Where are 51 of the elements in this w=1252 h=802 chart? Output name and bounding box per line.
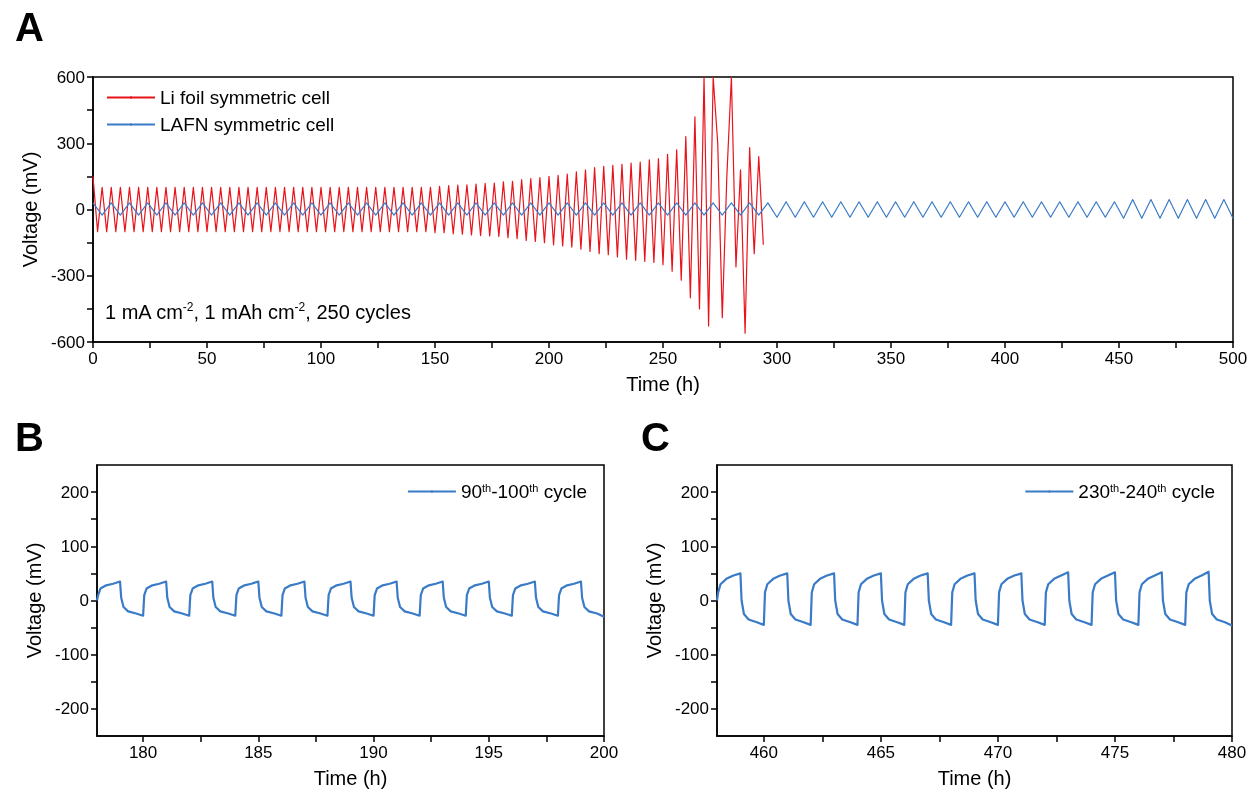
x-tick-label: 50 bbox=[197, 349, 217, 368]
x-tick-label: 465 bbox=[866, 743, 896, 762]
chart-title: A bbox=[15, 5, 44, 49]
y-tick-label: -300 bbox=[50, 266, 85, 286]
x-tick-label: 195 bbox=[474, 743, 503, 762]
y-tick-label: 0 bbox=[699, 591, 709, 610]
x-tick-label: 350 bbox=[876, 349, 906, 368]
y-tick-label: 600 bbox=[56, 67, 85, 87]
line-series bbox=[715, 570, 1234, 627]
annotation: 1 mA cm$^{-2}$, 1 mAh cm$^{-2}$, 250 cycles bbox=[105, 300, 411, 324]
x-tick-label: 250 bbox=[648, 349, 678, 368]
y-tick-label: 0 bbox=[79, 591, 89, 610]
y-axis-title: Voltage (mV) bbox=[23, 542, 46, 659]
chart-title: C bbox=[641, 415, 670, 459]
y-tick-label: -100 bbox=[54, 645, 89, 665]
y-tick-label: -100 bbox=[674, 645, 709, 665]
line-series bbox=[92, 198, 1234, 219]
x-tick-label: 460 bbox=[749, 743, 779, 762]
line-series bbox=[92, 76, 764, 334]
x-tick-label: 200 bbox=[589, 743, 619, 762]
y-axis-title: Voltage (mV) bbox=[19, 151, 42, 268]
x-tick-label: 400 bbox=[990, 349, 1020, 368]
y-tick-label: -600 bbox=[50, 332, 85, 352]
legend-label: Li foil symmetric cell bbox=[160, 87, 330, 108]
x-tick-label: 500 bbox=[1218, 349, 1248, 368]
y-tick-label: 100 bbox=[60, 536, 89, 556]
legend-label: LAFN symmetric cell bbox=[160, 114, 335, 135]
x-tick-label: 480 bbox=[1217, 743, 1247, 762]
x-axis-title: Time (h) bbox=[937, 767, 1012, 789]
x-axis-title: Time (h) bbox=[626, 373, 700, 395]
y-tick-label: -200 bbox=[54, 699, 89, 719]
x-tick-label: 300 bbox=[762, 349, 792, 368]
y-tick-label: 200 bbox=[680, 482, 709, 502]
x-tick-label: 190 bbox=[359, 743, 388, 762]
x-tick-label: 100 bbox=[306, 349, 336, 368]
x-tick-label: 185 bbox=[244, 743, 273, 762]
x-tick-label: 475 bbox=[1100, 743, 1130, 762]
chart-title: B bbox=[15, 415, 44, 459]
y-tick-label: -200 bbox=[674, 699, 709, 719]
x-tick-label: 200 bbox=[534, 349, 564, 368]
x-axis-title: Time (h) bbox=[313, 767, 388, 789]
x-tick-label: 150 bbox=[420, 349, 450, 368]
x-tick-label: 470 bbox=[983, 743, 1013, 762]
y-axis-title: Voltage (mV) bbox=[643, 542, 666, 659]
line-series bbox=[95, 580, 606, 618]
x-tick-label: 180 bbox=[128, 743, 158, 762]
y-tick-label: 300 bbox=[56, 133, 85, 153]
y-tick-label: 200 bbox=[60, 482, 89, 502]
x-tick-label: 450 bbox=[1104, 349, 1134, 368]
y-tick-label: 0 bbox=[75, 200, 85, 219]
y-tick-label: 100 bbox=[680, 536, 709, 556]
